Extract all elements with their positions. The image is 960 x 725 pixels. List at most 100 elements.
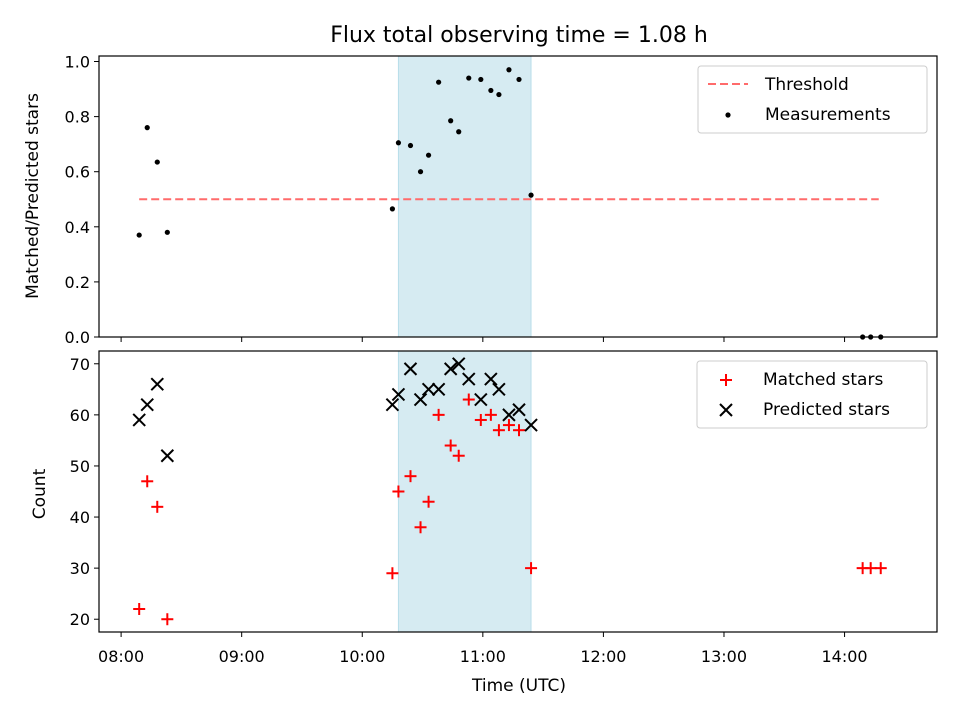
matched-star-point-4 [386, 567, 399, 580]
bottom-axes-frame [98, 350, 938, 633]
measurement-point-15 [496, 91, 502, 98]
measurement-point-4 [389, 206, 396, 212]
legend-predicted-swatch [719, 403, 733, 417]
bottom-highlight-span [397, 350, 532, 633]
predicted-star-point-16 [502, 408, 516, 422]
predicted-star-point-10 [443, 362, 458, 376]
matched-star-point-9 [432, 408, 445, 421]
bottom-ytick-label-3: 50 [70, 457, 90, 476]
measurement-point-14 [488, 87, 494, 94]
chart-title: Flux total observing time = 1.08 h [330, 23, 708, 48]
top-ytick-label-1: 0.2 [65, 273, 90, 292]
top-axes-frame [98, 55, 938, 338]
legend-threshold-label: Threshold [764, 75, 849, 95]
predicted-star-point-4 [385, 397, 400, 412]
legend-measurements-swatch [725, 112, 731, 118]
top-ytick-label-3: 0.6 [65, 163, 90, 182]
xtick-label-3: 11:00 [460, 647, 506, 666]
xtick-label-4: 12:00 [580, 647, 626, 666]
measurement-point-11 [456, 129, 462, 135]
predicted-star-point-15 [492, 382, 506, 397]
predicted-star-point-17 [512, 403, 526, 417]
predicted-star-point-7 [413, 392, 428, 407]
predicted-star-point-0 [132, 413, 146, 427]
predicted-star-point-12 [462, 372, 476, 386]
measurement-point-16 [506, 67, 512, 73]
measurement-point-1 [144, 125, 150, 131]
predicted-star-point-2 [150, 377, 164, 391]
top-yticks: 0.0 0.2 0.4 0.6 0.8 1.0 [65, 53, 99, 347]
bottom-points [132, 357, 887, 626]
measurement-point-2 [154, 159, 160, 165]
bottom-ytick-label-4: 60 [70, 406, 90, 425]
predicted-star-point-18 [524, 418, 538, 432]
measurement-point-7 [417, 169, 424, 175]
matched-star-point-13 [474, 413, 487, 426]
top-legend: Threshold Measurements [697, 65, 928, 134]
measurement-point-8 [425, 152, 432, 158]
measurement-point-18 [528, 192, 534, 198]
top-ytick-label-2: 0.4 [65, 218, 90, 237]
legend-matched-label: Matched stars [763, 370, 883, 390]
matched-star-point-5 [392, 485, 405, 498]
xtick-label-6: 14:00 [822, 647, 868, 666]
bottom-xticks: 08:00 09:00 10:00 11:00 12:00 13:00 14:00 [98, 632, 868, 666]
matched-star-point-17 [513, 424, 526, 437]
measurement-point-17 [516, 76, 522, 83]
predicted-star-point-5 [391, 387, 406, 402]
bottom-ytick-label-5: 70 [70, 355, 90, 374]
measurement-point-9 [436, 79, 442, 85]
measurement-point-13 [478, 76, 484, 83]
matched-star-point-18 [525, 562, 538, 575]
predicted-star-point-1 [140, 397, 154, 412]
matched-star-point-12 [462, 393, 475, 406]
matched-star-point-20 [864, 562, 877, 575]
bottom-yticks: 20 30 40 50 60 70 [70, 355, 99, 629]
matched-star-point-11 [452, 449, 465, 462]
xtick-label-0: 08:00 [98, 647, 144, 666]
bottom-legend: Matched stars Predicted stars [696, 360, 928, 429]
measurement-point-5 [395, 140, 402, 146]
matched-star-point-6 [404, 470, 417, 483]
top-highlight-span [397, 55, 532, 338]
bottom-ytick-label-1: 30 [70, 559, 90, 578]
matched-star-point-8 [422, 495, 435, 508]
top-xticks [120, 337, 846, 342]
matched-star-point-7 [414, 521, 427, 534]
matched-star-point-3 [161, 613, 174, 626]
matched-star-point-15 [492, 424, 505, 437]
measurement-point-10 [448, 118, 454, 124]
matched-star-point-21 [874, 562, 887, 575]
top-panel: 0.0 0.2 0.4 0.6 0.8 1.0 Matched/Predicted sta… [23, 53, 938, 347]
top-points [136, 67, 884, 340]
x-axis-label: Time (UTC) [471, 676, 566, 696]
predicted-star-point-6 [403, 362, 418, 376]
matched-star-point-1 [141, 475, 154, 488]
matched-star-point-14 [484, 408, 497, 421]
matched-star-point-16 [502, 419, 515, 432]
predicted-star-point-14 [484, 372, 498, 386]
top-y-axis-label: Matched/Predicted stars [23, 93, 43, 299]
matched-star-point-0 [133, 603, 146, 616]
top-ytick-label-4: 0.8 [65, 108, 90, 127]
predicted-star-point-11 [452, 357, 466, 371]
legend-predicted-label: Predicted stars [763, 400, 890, 420]
top-ytick-label-0: 0.0 [65, 328, 90, 347]
measurement-point-3 [164, 229, 170, 235]
bottom-panel: 20 30 40 50 60 70 08:00 09:00 10:00 11:00 12:00 13… [30, 350, 938, 696]
bottom-y-axis-label: Count [30, 468, 50, 519]
xtick-label-1: 09:00 [219, 647, 265, 666]
xtick-label-5: 13:00 [701, 647, 747, 666]
measurement-point-12 [466, 75, 472, 81]
predicted-star-point-13 [474, 392, 488, 407]
legend-matched-swatch [720, 374, 732, 386]
matched-star-point-10 [444, 439, 457, 452]
legend-measurements-label: Measurements [765, 105, 891, 125]
predicted-star-point-3 [160, 449, 175, 463]
bottom-ytick-label-2: 40 [70, 508, 90, 527]
bottom-ytick-label-0: 20 [70, 610, 90, 629]
measurement-point-6 [407, 142, 414, 149]
predicted-star-point-8 [421, 382, 436, 397]
matched-star-point-2 [151, 500, 164, 513]
